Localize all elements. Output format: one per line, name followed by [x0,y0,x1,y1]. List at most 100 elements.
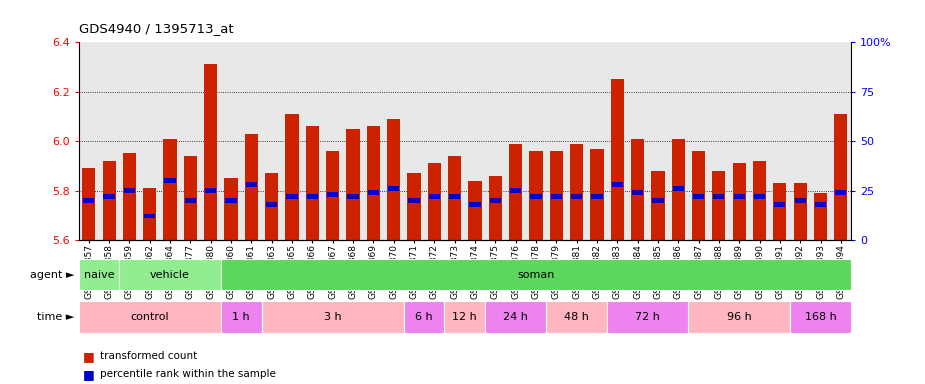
Bar [794,183,807,240]
Text: soman: soman [517,270,555,280]
Bar [529,151,543,240]
Text: time ►: time ► [37,312,74,322]
Bar [221,259,851,290]
Bar [103,161,116,240]
Bar [488,176,502,240]
Bar [713,194,724,199]
Text: 72 h: 72 h [635,312,660,322]
Bar [221,301,262,333]
Text: agent ►: agent ► [30,270,74,280]
Bar [590,149,603,240]
Text: control: control [130,312,169,322]
Bar [448,156,462,240]
Bar [144,214,155,218]
Text: 168 h: 168 h [805,312,836,322]
Bar [408,198,420,203]
Bar [266,202,278,207]
Bar [672,186,684,191]
Text: vehicle: vehicle [150,270,190,280]
Bar [205,188,216,193]
Bar [262,301,404,333]
Text: 1 h: 1 h [232,312,250,322]
Bar [123,154,136,240]
Bar [327,192,339,197]
Text: naive: naive [83,270,115,280]
Bar [773,183,786,240]
Bar [428,194,440,199]
Bar [591,194,602,199]
Bar [485,301,546,333]
Bar [226,198,237,203]
Bar [774,202,785,207]
Bar [407,173,421,240]
Text: 12 h: 12 h [452,312,477,322]
Text: 96 h: 96 h [727,312,752,322]
Bar [834,114,847,240]
Bar [835,190,846,195]
Text: transformed count: transformed count [100,351,197,361]
Text: GDS4940 / 1395713_at: GDS4940 / 1395713_at [79,22,233,35]
Bar [368,190,379,195]
Bar [143,188,156,240]
Bar [546,301,607,333]
Bar [387,119,401,240]
Bar [652,198,663,203]
Bar [530,194,541,199]
Bar [79,259,119,290]
Bar [550,194,561,199]
Text: ■: ■ [83,350,95,363]
Bar [104,194,115,199]
Text: ■: ■ [83,368,95,381]
Bar [611,182,623,187]
Bar [245,134,258,240]
Bar [489,198,501,203]
Text: 48 h: 48 h [564,312,589,322]
Bar [632,190,643,195]
Bar [795,198,806,203]
Bar [82,168,95,240]
Text: 6 h: 6 h [415,312,433,322]
Bar [204,65,217,240]
Bar [607,301,688,333]
Bar [754,194,765,199]
Text: percentile rank within the sample: percentile rank within the sample [100,369,276,379]
Bar [124,188,135,193]
Bar [571,194,582,199]
Bar [79,301,221,333]
Bar [185,198,196,203]
Bar [445,301,485,333]
Bar [404,301,445,333]
Bar [427,163,441,240]
Bar [814,193,827,240]
Bar [610,79,623,240]
Bar [327,151,339,240]
Bar [688,301,790,333]
Text: 24 h: 24 h [503,312,528,322]
Bar [286,114,299,240]
Bar [693,194,704,199]
Bar [651,171,664,240]
Bar [306,126,319,240]
Bar [287,194,298,199]
Bar [712,171,725,240]
Bar [225,178,238,240]
Bar [510,188,522,193]
Bar [753,161,766,240]
Bar [815,202,826,207]
Bar [307,194,318,199]
Bar [119,259,221,290]
Bar [692,151,705,240]
Bar [388,186,400,191]
Bar [468,181,482,240]
Bar [246,182,257,187]
Text: 3 h: 3 h [324,312,341,322]
Bar [733,163,746,240]
Bar [570,144,583,240]
Bar [366,126,380,240]
Bar [347,129,360,240]
Bar [631,139,644,240]
Bar [348,194,359,199]
Bar [509,144,523,240]
Bar [164,139,177,240]
Bar [734,194,745,199]
